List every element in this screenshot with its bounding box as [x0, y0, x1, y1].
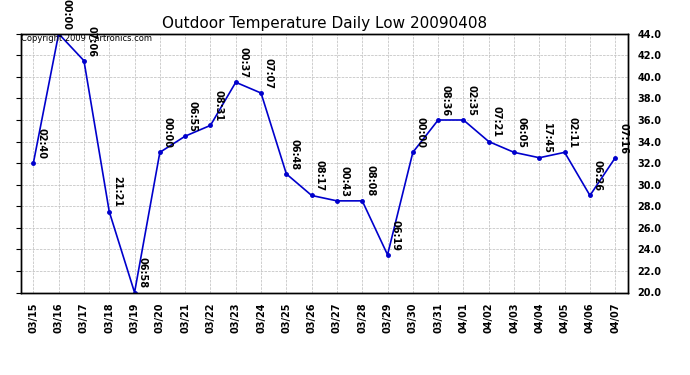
Text: 06:58: 06:58 — [137, 257, 148, 288]
Text: 00:37: 00:37 — [239, 47, 248, 78]
Text: 08:31: 08:31 — [213, 90, 224, 121]
Title: Outdoor Temperature Daily Low 20090408: Outdoor Temperature Daily Low 20090408 — [161, 16, 487, 31]
Text: 00:00: 00:00 — [415, 117, 426, 148]
Text: 21:21: 21:21 — [112, 177, 122, 207]
Text: 07:06: 07:06 — [87, 26, 97, 57]
Text: 07:16: 07:16 — [618, 123, 628, 154]
Text: 17:45: 17:45 — [542, 123, 552, 154]
Text: 06:05: 06:05 — [517, 117, 527, 148]
Text: 08:08: 08:08 — [365, 165, 375, 197]
Text: Copyright 2009 Cartronics.com: Copyright 2009 Cartronics.com — [21, 34, 152, 43]
Text: 08:17: 08:17 — [315, 160, 324, 191]
Text: 00:43: 00:43 — [339, 166, 350, 197]
Text: 06:19: 06:19 — [391, 220, 400, 251]
Text: 08:36: 08:36 — [441, 85, 451, 116]
Text: 02:40: 02:40 — [36, 128, 46, 159]
Text: 06:48: 06:48 — [289, 139, 299, 170]
Text: 02:35: 02:35 — [466, 85, 476, 116]
Text: 02:11: 02:11 — [567, 117, 578, 148]
Text: 00:00: 00:00 — [163, 117, 172, 148]
Text: 06:55: 06:55 — [188, 101, 198, 132]
Text: 00:00: 00:00 — [61, 0, 72, 30]
Text: 07:07: 07:07 — [264, 58, 274, 89]
Text: 06:26: 06:26 — [593, 160, 603, 191]
Text: 07:21: 07:21 — [491, 106, 502, 137]
